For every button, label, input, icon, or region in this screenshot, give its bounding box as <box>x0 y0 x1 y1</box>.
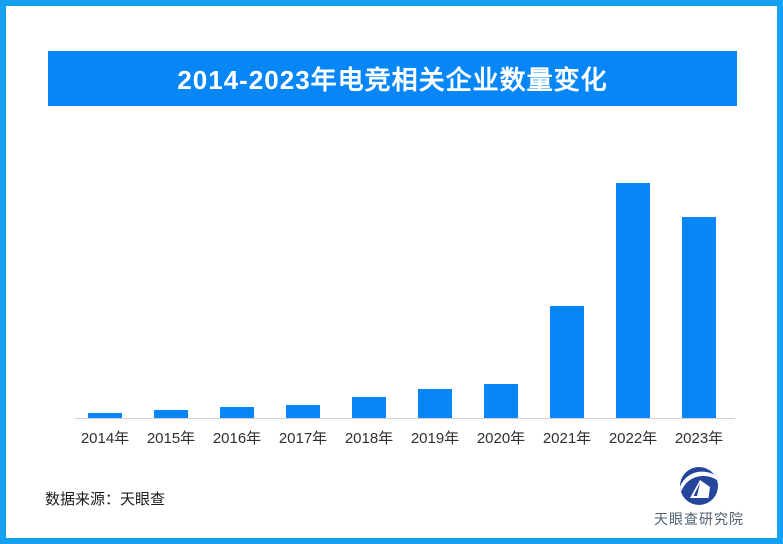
chart-bar-2022年 <box>616 183 650 418</box>
x-axis-label: 2016年 <box>212 430 262 447</box>
x-axis-labels: 2014年 2015年 2016年 2017年 2018年 2019年 2020年 2021年… <box>72 427 732 448</box>
chart-bar-2017年 <box>286 405 320 418</box>
x-axis-label: 2017年 <box>278 430 328 447</box>
chart-bar-2014年 <box>88 413 122 418</box>
tianyancha-logo-icon <box>680 467 718 505</box>
chart-title: 2014-2023年电竞相关企业数量变化 <box>177 65 608 95</box>
bar-slot <box>336 180 402 418</box>
bar-slot <box>204 180 270 418</box>
chart-bar-2018年 <box>352 397 386 418</box>
chart-bar-2016年 <box>220 407 254 418</box>
x-axis-line <box>75 418 735 419</box>
brand-logo-text: 天眼查研究院 <box>654 511 744 527</box>
brand-logo: 天眼查研究院 <box>634 466 764 529</box>
x-axis-label: 2015年 <box>146 430 196 447</box>
data-source-label: 数据来源：天眼查 <box>45 491 166 508</box>
bar-slot <box>534 180 600 418</box>
bar-slot <box>270 180 336 418</box>
x-axis-label: 2021年 <box>542 430 592 447</box>
x-axis-label: 2022年 <box>608 430 658 447</box>
x-axis-label: 2018年 <box>344 430 394 447</box>
chart-bar-2020年 <box>484 384 518 418</box>
x-axis-label: 2023年 <box>674 430 724 447</box>
bar-slot <box>600 180 666 418</box>
bar-slot <box>72 180 138 418</box>
bar-slot <box>666 180 732 418</box>
chart-bar-2019年 <box>418 389 452 418</box>
x-axis-label: 2019年 <box>410 430 460 447</box>
bar-slot <box>468 180 534 418</box>
x-axis-label: 2020年 <box>476 430 526 447</box>
bar-slot <box>402 180 468 418</box>
x-axis-label: 2014年 <box>80 430 130 447</box>
bar-chart <box>72 180 732 418</box>
chart-bar-2021年 <box>550 306 584 418</box>
bar-slot <box>138 180 204 418</box>
chart-bar-2023年 <box>682 217 716 418</box>
chart-title-banner: 2014-2023年电竞相关企业数量变化 <box>48 51 737 106</box>
chart-bar-2015年 <box>154 410 188 418</box>
